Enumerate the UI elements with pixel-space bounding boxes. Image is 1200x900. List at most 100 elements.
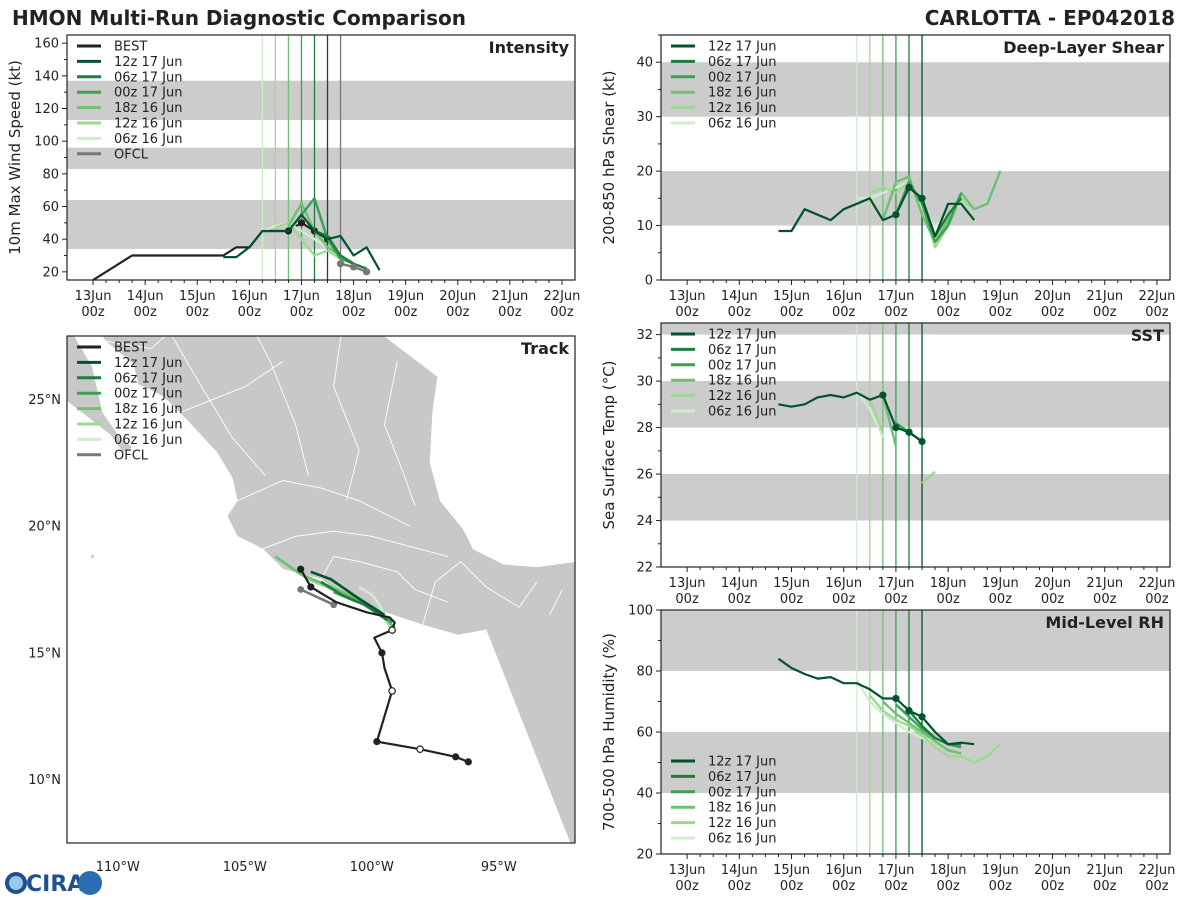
figure-title: HMON Multi-Run Diagnostic Comparison: [12, 6, 466, 30]
sst-series-group: [778, 389, 936, 485]
shear-ytick-label: 20: [636, 165, 653, 180]
intensity-xtick-label-day: 18Jun: [335, 289, 372, 304]
intensity-xtick-label-day: 17Jun: [283, 289, 320, 304]
track-series-06z-17-jun-line: [320, 580, 388, 621]
shear-xtick-label-hour: 00z: [1093, 305, 1117, 320]
shear-xtick-label-hour: 00z: [780, 305, 804, 320]
sst-series-12z-17-jun-point: [905, 428, 913, 436]
sst-xtick-label-day: 20Jun: [1034, 576, 1071, 591]
rh-panel-title: Mid-Level RH: [1045, 613, 1164, 632]
rh-xtick-label-hour: 00z: [1041, 879, 1065, 894]
rh-xtick-label-day: 16Jun: [825, 863, 862, 878]
track-series-group: [274, 555, 472, 766]
shear-xtick-label-day: 21Jun: [1086, 289, 1123, 304]
intensity-series-12z-16-jun-line: [274, 221, 342, 260]
intensity-series-group: [92, 197, 381, 280]
intensity-ytick-label: 40: [42, 233, 59, 248]
sst-xtick-label-day: 21Jun: [1086, 576, 1123, 591]
shear-xtick-label-hour: 00z: [728, 305, 752, 320]
rh-xtick-label-day: 13Jun: [669, 863, 706, 878]
state-border-6: [320, 555, 449, 603]
sst-legend-label-00z-17-jun: 00z 17 Jun: [708, 358, 777, 373]
sst-series-12z-17-jun-point: [879, 391, 887, 399]
track-legend-label-06z-16-jun: 06z 16 Jun: [114, 433, 183, 448]
intensity-series-ofcl-point: [336, 260, 345, 268]
intensity-band-2: [67, 80, 575, 120]
shear-xtick-label-hour: 00z: [675, 305, 699, 320]
intensity-xtick-label-hour: 00z: [133, 305, 157, 320]
sst-xtick-label-day: 15Jun: [773, 576, 810, 591]
shear-series-12z-17-jun-point: [892, 211, 900, 219]
rh-series-12z-17-jun-line: [777, 657, 975, 746]
intensity-legend-label-18z-16-jun: 18z 16 Jun: [114, 101, 183, 116]
state-border-4: [237, 480, 411, 527]
track-ytick-label: 15°N: [28, 646, 61, 661]
rh-band-0: [661, 732, 1170, 793]
intensity-ylabel: 10m Max Wind Speed (kt): [6, 60, 24, 255]
shear-band-1: [661, 62, 1170, 117]
track-series-best-point-filled: [373, 738, 381, 746]
sst-xtick-label-day: 14Jun: [721, 576, 758, 591]
intensity-legend-label-best: BEST: [114, 40, 147, 55]
shear-xtick-label-hour: 00z: [936, 305, 960, 320]
track-xtick-label: 100°W: [350, 860, 394, 875]
rh-ytick-label: 40: [636, 787, 653, 802]
rh-xtick-label-day: 18Jun: [930, 863, 967, 878]
sst-panel-title: SST: [1131, 326, 1164, 345]
state-border-1: [256, 336, 309, 476]
intensity-ytick-label: 160: [34, 37, 59, 52]
sst-series-12z-16-jun-line: [868, 399, 885, 433]
sst-xtick-label-day: 13Jun: [669, 576, 706, 591]
rh-xtick-label-hour: 00z: [832, 879, 856, 894]
intensity-xtick-label-hour: 00z: [238, 305, 262, 320]
shear-legend-label-18z-16-jun: 18z 16 Jun: [708, 86, 777, 101]
rh-xtick-label-day: 19Jun: [982, 863, 1019, 878]
rh-xtick-label-day: 15Jun: [773, 863, 810, 878]
track-series-best-point-open: [416, 745, 424, 754]
sst-ytick-label: 30: [636, 375, 653, 390]
intensity-panel-title: Intensity: [489, 38, 570, 57]
sst-series-12z-16-jun-line: [921, 470, 936, 485]
state-border-7: [422, 560, 538, 626]
intensity-xtick-label-hour: 00z: [394, 305, 418, 320]
sst-xtick-label-hour: 00z: [1041, 592, 1065, 607]
intensity-legend-label-06z-17-jun: 06z 17 Jun: [114, 70, 183, 85]
state-border-10: [549, 589, 563, 616]
track-panel: 110°W 105°W 100°W 95°W 10°N 15°N 20°N 25°N Track…: [28, 335, 576, 875]
intensity-series-ofcl-point: [362, 268, 371, 276]
rh-series-12z-17-jun-point: [905, 707, 913, 715]
shear-xtick-label-day: 17Jun: [877, 289, 914, 304]
rh-xtick-label-hour: 00z: [989, 879, 1013, 894]
sst-series-18z-16-jun-line: [881, 394, 898, 447]
intensity-legend-label-ofcl: OFCL: [114, 147, 149, 162]
shear-xtick-label-day: 15Jun: [773, 289, 810, 304]
shear-xtick-label-day: 16Jun: [825, 289, 862, 304]
shear-ytick-label: 30: [636, 110, 653, 125]
intensity-ytick-label: 80: [42, 167, 59, 182]
shear-xtick-label-hour: 00z: [884, 305, 908, 320]
sst-xtick-label-day: 22Jun: [1139, 576, 1176, 591]
track-xtick-label: 95°W: [481, 860, 517, 875]
intensity-series-best-point: [297, 219, 306, 227]
track-legend-label-18z-16-jun: 18z 16 Jun: [114, 402, 183, 417]
rh-band-1: [661, 610, 1170, 671]
sst-xtick-label-hour: 00z: [936, 592, 960, 607]
intensity-xtick-label-hour: 00z: [81, 305, 105, 320]
intensity-ytick-label: 100: [34, 135, 59, 150]
rh-legend-label-00z-17-jun: 00z 17 Jun: [708, 785, 777, 800]
shear-xtick-label-hour: 00z: [1145, 305, 1169, 320]
sst-ytick-label: 24: [636, 514, 653, 529]
intensity-legend-label-00z-17-jun: 00z 17 Jun: [114, 86, 183, 101]
track-ytick-label: 20°N: [28, 520, 61, 535]
intensity-xtick-label-hour: 00z: [550, 305, 574, 320]
shear-series-12z-17-jun-point: [905, 183, 913, 192]
track-legend-label-12z-16-jun: 12z 16 Jun: [114, 418, 183, 433]
shear-xtick-label-day: 18Jun: [930, 289, 967, 304]
shear-ytick-label: 10: [636, 219, 653, 234]
rh-legend-label-12z-17-jun: 12z 17 Jun: [708, 755, 777, 770]
shear-xtick-label-day: 22Jun: [1139, 289, 1176, 304]
state-border-5: [262, 530, 449, 557]
shear-xtick-label-hour: 00z: [1041, 305, 1065, 320]
rh-xtick-label-day: 22Jun: [1139, 863, 1176, 878]
baja-land: [67, 336, 134, 454]
